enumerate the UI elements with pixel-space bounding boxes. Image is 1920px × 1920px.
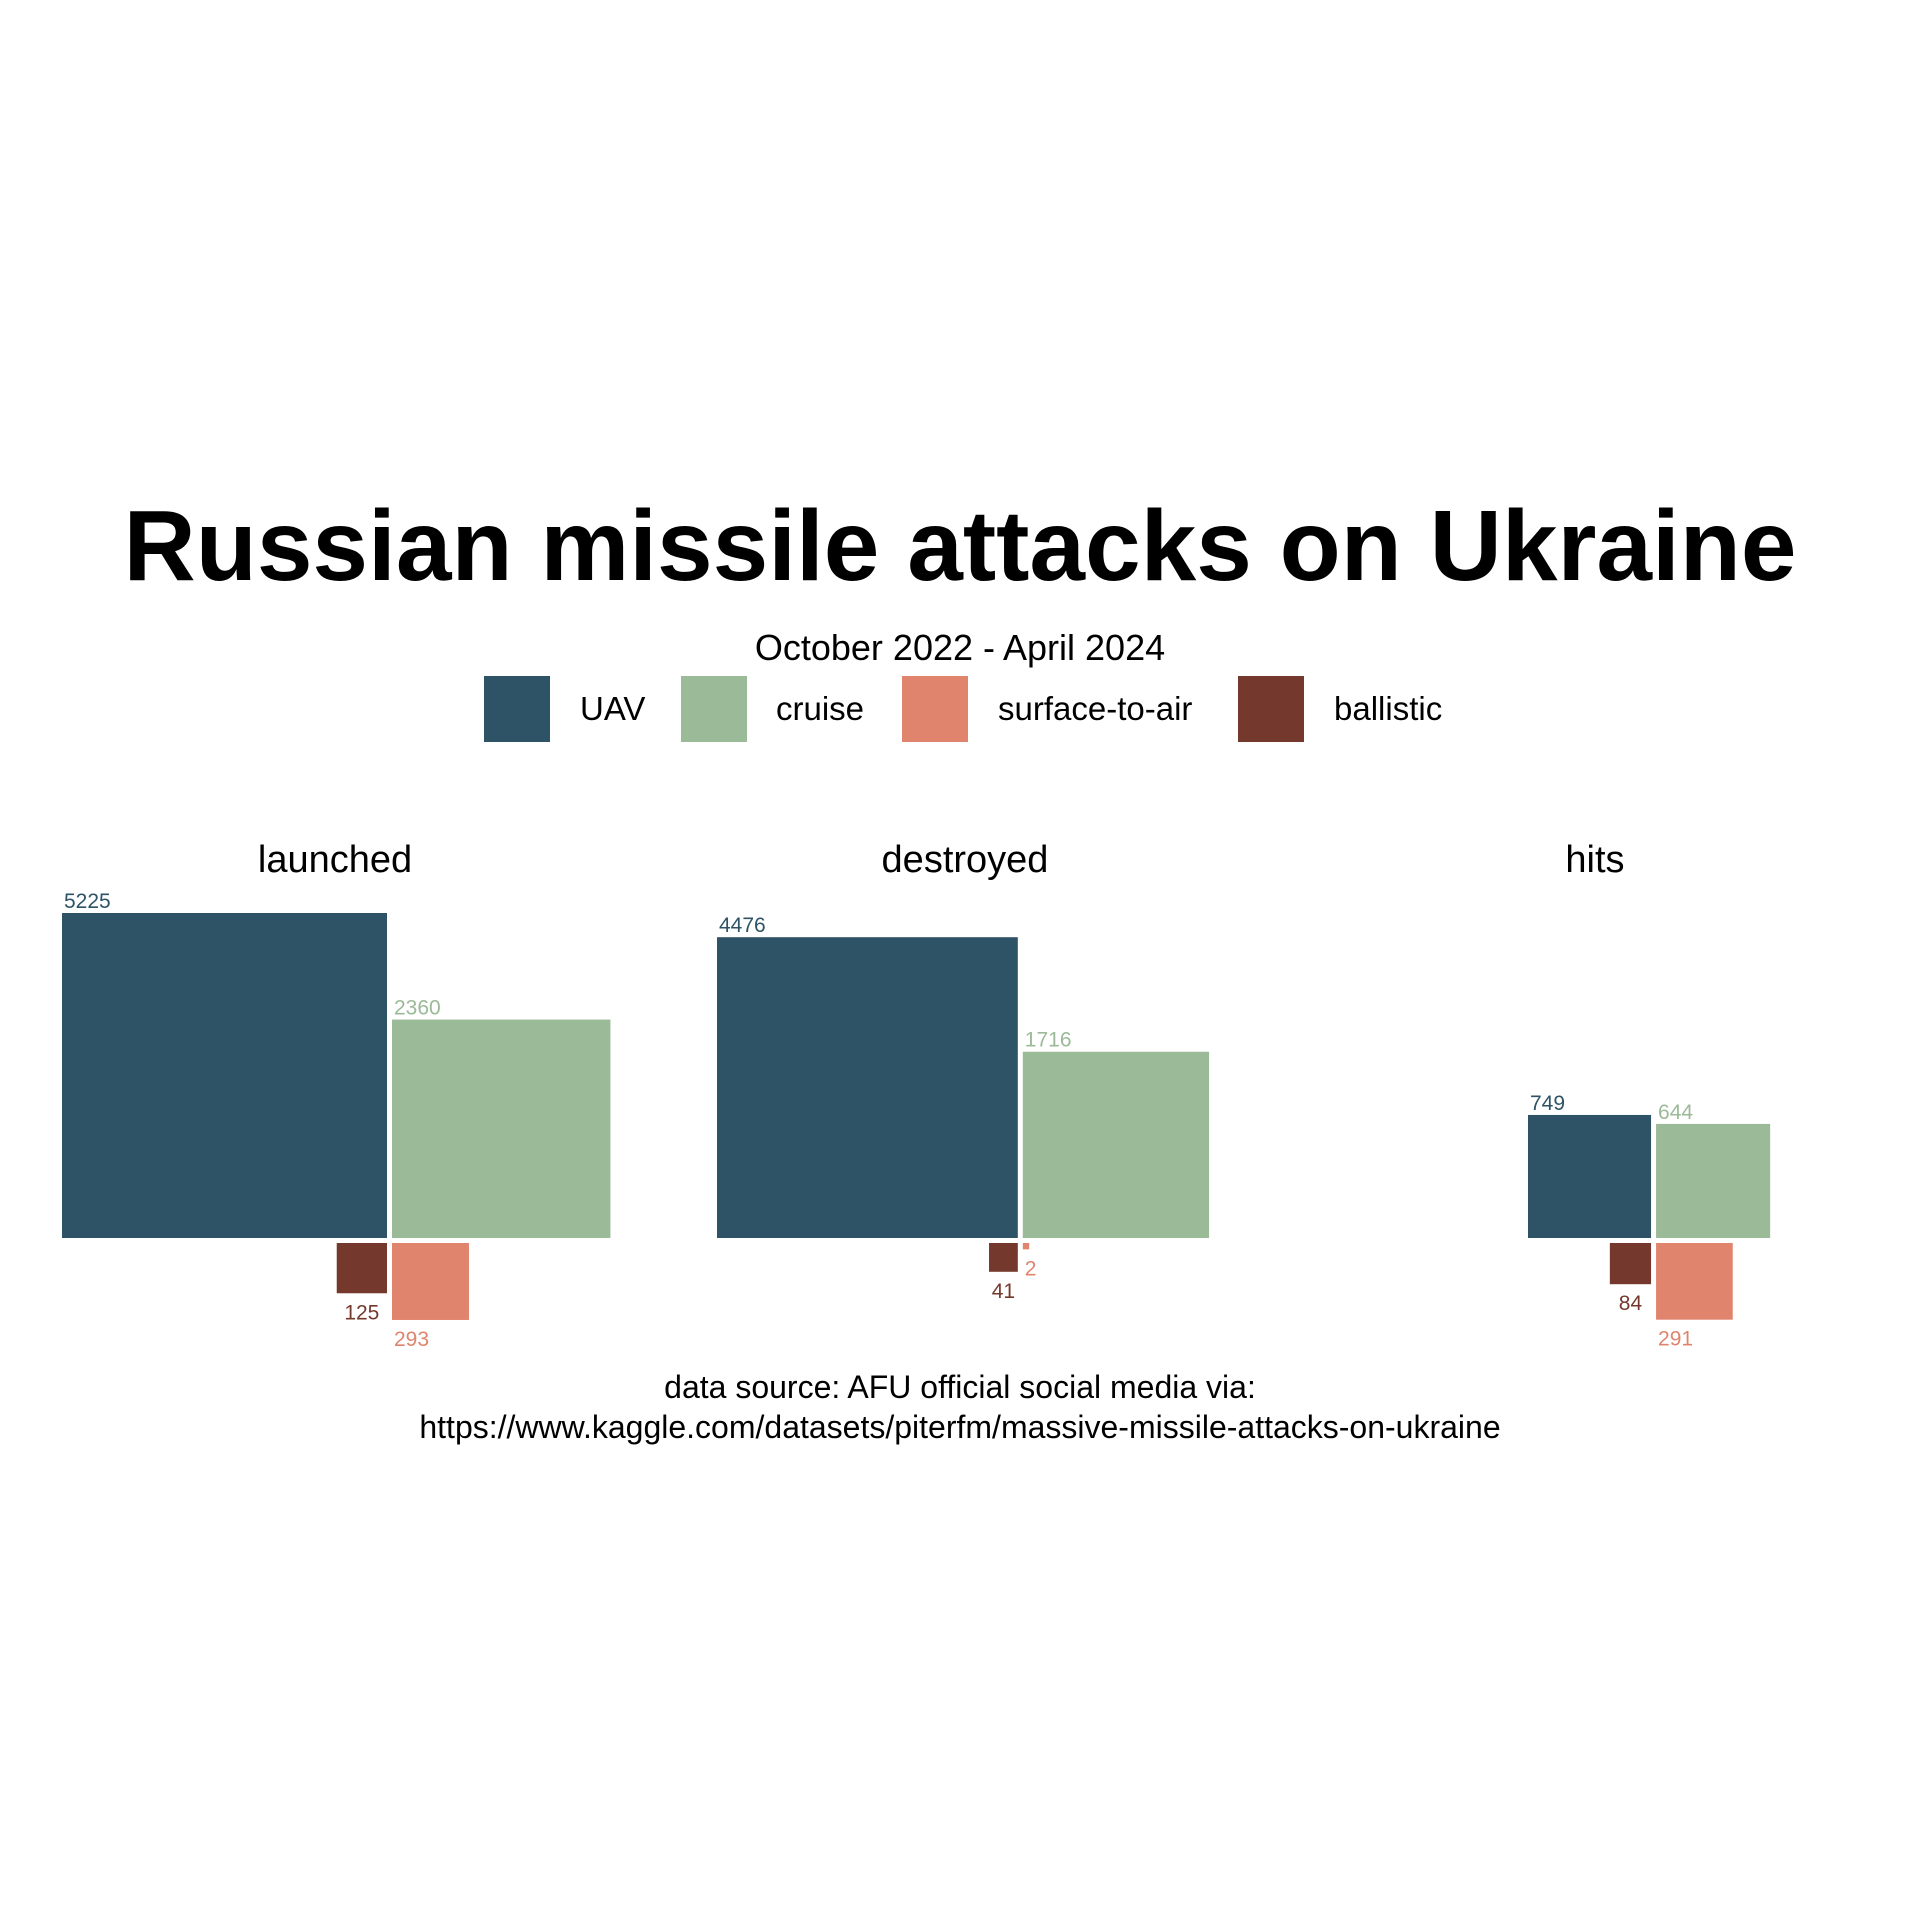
square-ballistic — [989, 1243, 1018, 1272]
legend-swatch-uav — [484, 676, 550, 742]
square-cruise — [1656, 1123, 1771, 1238]
value-label-surface-to-air: 293 — [394, 1328, 429, 1351]
value-label-uav: 4476 — [719, 914, 766, 937]
facets: launched 5225 2360 125 293 destroyed 4476 1716 4… — [62, 839, 1771, 1351]
square-uav — [62, 913, 387, 1238]
square-surface-to-air — [1656, 1243, 1733, 1320]
chart-title: Russian missile attacks on Ukraine — [124, 490, 1797, 602]
square-surface-to-air — [392, 1243, 469, 1320]
square-uav — [1528, 1114, 1652, 1238]
value-label-ballistic: 125 — [344, 1301, 379, 1324]
value-label-ballistic: 84 — [1619, 1292, 1643, 1315]
square-uav — [717, 937, 1018, 1238]
legend-label-surface-to-air: surface-to-air — [998, 690, 1192, 727]
facet-destroyed: destroyed 4476 1716 41 2 — [717, 839, 1210, 1303]
facet-label: launched — [258, 839, 412, 881]
square-cruise — [392, 1019, 611, 1238]
square-ballistic — [336, 1243, 387, 1294]
square-ballistic — [1609, 1243, 1652, 1285]
value-label-ballistic: 41 — [992, 1280, 1015, 1303]
legend-swatch-cruise — [681, 676, 747, 742]
legend: UAV cruise surface-to-air ballistic — [484, 676, 1442, 742]
value-label-cruise: 644 — [1658, 1101, 1693, 1124]
caption-line-1: data source: AFU official social media v… — [664, 1369, 1256, 1405]
square-cruise — [1022, 1051, 1210, 1238]
value-label-surface-to-air: 2 — [1025, 1257, 1037, 1280]
value-label-uav: 749 — [1530, 1092, 1565, 1115]
facet-label: hits — [1565, 839, 1624, 881]
value-label-cruise: 2360 — [394, 997, 441, 1020]
value-label-cruise: 1716 — [1025, 1029, 1072, 1052]
legend-swatch-ballistic — [1238, 676, 1304, 742]
legend-label-uav: UAV — [580, 690, 645, 727]
value-label-uav: 5225 — [64, 890, 111, 913]
chart-subtitle: October 2022 - April 2024 — [755, 627, 1165, 668]
legend-label-cruise: cruise — [776, 690, 864, 727]
legend-swatch-surface-to-air — [902, 676, 968, 742]
facet-hits: hits 749 644 84 291 — [1528, 839, 1771, 1351]
square-surface-to-air — [1022, 1243, 1030, 1250]
caption-line-2: https://www.kaggle.com/datasets/piterfm/… — [419, 1409, 1500, 1445]
legend-label-ballistic: ballistic — [1334, 690, 1442, 727]
facet-label: destroyed — [882, 839, 1049, 881]
facet-launched: launched 5225 2360 125 293 — [62, 839, 611, 1351]
value-label-surface-to-air: 291 — [1658, 1328, 1693, 1351]
